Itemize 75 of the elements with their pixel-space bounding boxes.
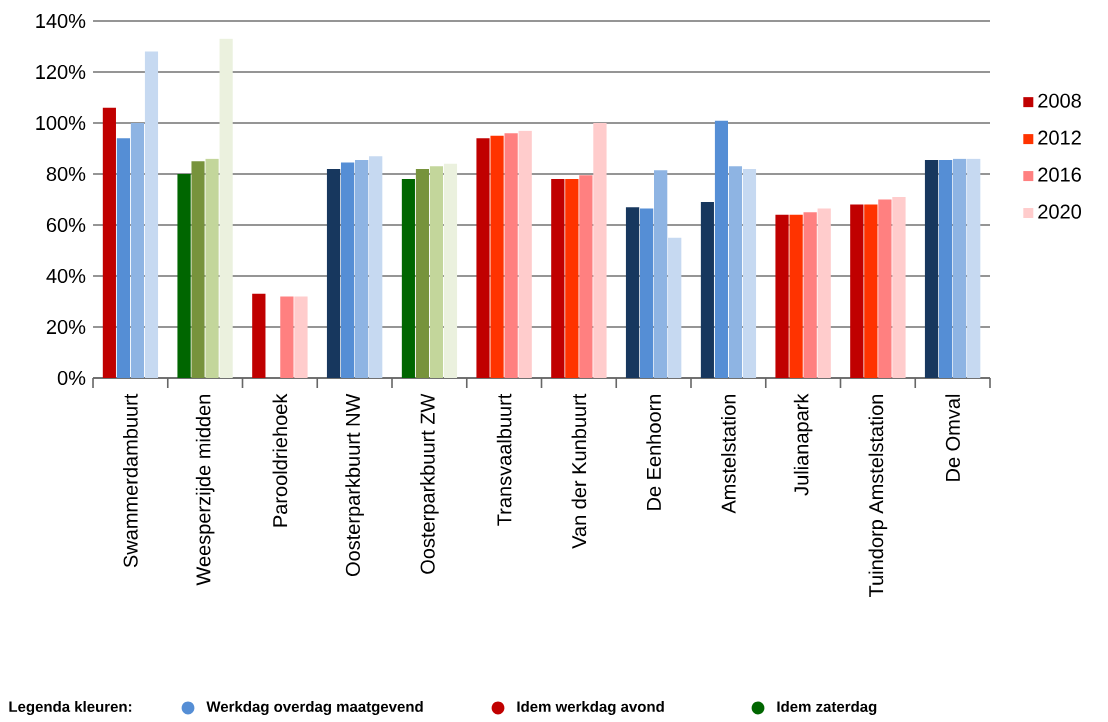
bar	[938, 159, 953, 378]
bar	[878, 199, 892, 378]
bar	[864, 204, 878, 378]
x-tick-label: Van der Kunbuurt	[571, 393, 587, 549]
bar	[340, 162, 355, 378]
bar	[177, 173, 191, 378]
bar	[953, 158, 967, 378]
y-tick-label: 20%	[46, 319, 86, 335]
y-tick-label: 140%	[36, 13, 86, 29]
legend-label: 2020	[1038, 204, 1082, 219]
bar	[504, 133, 518, 378]
legend-label: 2012	[1038, 130, 1081, 145]
text: Idem werkdag avond	[517, 700, 664, 715]
x-tick-label: Weesperzijde midden	[195, 394, 215, 586]
bar	[967, 158, 981, 378]
x-tick-label: Oosterparkbuurt NW	[345, 393, 364, 577]
bar	[789, 214, 803, 378]
y-tick-label: 100%	[36, 115, 86, 131]
legend-label: 2016	[1038, 167, 1081, 182]
bar	[429, 166, 444, 378]
bar	[565, 179, 579, 378]
x-tick-label: Tuindorp Amstelstation	[868, 394, 888, 597]
y-tick-label: 120%	[36, 64, 86, 80]
x-tick-label: Amstelstation	[721, 394, 736, 514]
y-tick-label: 0%	[57, 370, 86, 386]
x-tick-label: Julianapark	[793, 393, 813, 496]
bar	[294, 296, 308, 378]
bar	[775, 214, 789, 378]
x-tick-label: Parooldriehoek	[272, 393, 288, 527]
bar	[280, 296, 294, 378]
bar	[654, 170, 668, 378]
bar	[742, 168, 757, 378]
bar	[551, 179, 565, 378]
bar	[102, 107, 116, 378]
bar	[326, 168, 341, 378]
bar	[518, 130, 532, 378]
bar	[668, 237, 682, 378]
legend-label: 2008	[1038, 93, 1081, 108]
bar	[714, 120, 729, 378]
y-tick-label: 60%	[46, 217, 86, 233]
text: Idem zaterdag	[777, 700, 877, 715]
bar	[476, 138, 490, 378]
x-tick-label: De Omval	[945, 394, 960, 481]
text: Werkdag overdag maatgevend	[206, 700, 423, 715]
text: Legenda kleuren:	[9, 700, 132, 715]
x-tick-label: Swammerdambuurt	[123, 393, 138, 568]
bar	[639, 208, 654, 378]
bar	[191, 161, 205, 378]
bar	[924, 159, 939, 378]
bar	[205, 158, 219, 378]
bar	[401, 179, 415, 378]
x-tick-label: De Eenhoorn	[646, 394, 661, 510]
y-tick-label: 40%	[46, 268, 86, 284]
x-tick-label: Oosterparkbuurt ZW	[420, 393, 439, 574]
bar	[415, 168, 430, 378]
bar	[728, 166, 743, 378]
x-tick-label: Transvaalbuurt	[496, 393, 512, 526]
bar	[219, 38, 233, 378]
bar	[490, 135, 504, 378]
bar	[850, 204, 864, 378]
bar	[130, 123, 145, 378]
bar	[625, 207, 640, 378]
bar	[892, 196, 906, 378]
bar	[252, 293, 266, 378]
bar	[817, 208, 831, 378]
bar	[700, 202, 714, 378]
bar	[443, 163, 458, 378]
bar	[116, 138, 131, 378]
bar	[369, 156, 383, 378]
bar	[579, 175, 593, 378]
bar	[593, 123, 607, 378]
bar	[355, 159, 369, 378]
y-tick-label: 80%	[46, 166, 86, 182]
bar	[803, 212, 817, 378]
bar	[144, 51, 159, 378]
